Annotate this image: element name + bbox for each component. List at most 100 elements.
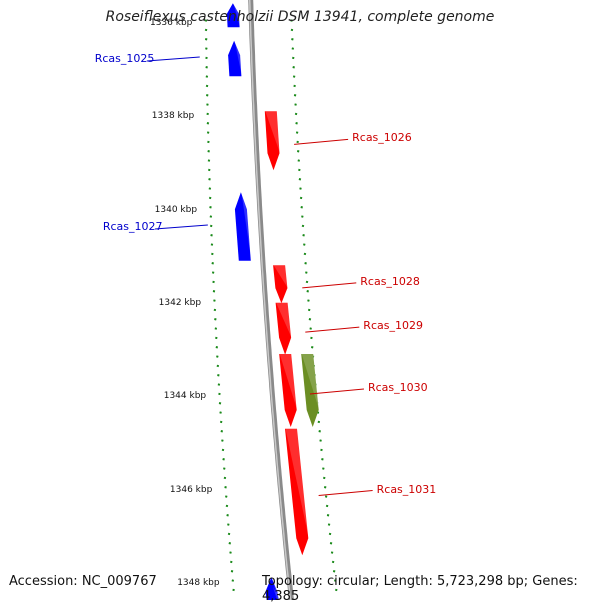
scale-tick-right	[310, 346, 314, 349]
scale-tick-right	[320, 448, 323, 452]
scale-label: 1344 kbp	[163, 391, 207, 402]
scale-tick-right	[299, 196, 303, 200]
scale-tick-left	[209, 224, 213, 228]
gene-label-leader	[305, 326, 360, 333]
scale-tick-right	[306, 290, 309, 293]
scale-tick-right	[305, 280, 309, 284]
gene-label-leader	[309, 388, 365, 395]
gene-arrow-rcas-1031-shade	[285, 428, 309, 539]
scale-tick-right	[293, 84, 296, 88]
scale-tick-left	[230, 570, 234, 573]
gene-arrow-rcas-1029-shade	[276, 302, 292, 338]
scale-tick-left	[205, 56, 208, 60]
scale-tick-right	[300, 206, 303, 209]
scale-tick-left	[218, 402, 222, 405]
scale-tick-left	[227, 532, 231, 536]
scale-tick-left	[211, 252, 214, 256]
gene-label-leader	[318, 490, 373, 496]
scale-tick-right	[292, 75, 296, 78]
scale-tick-right	[290, 28, 294, 32]
scale-tick-left	[227, 523, 230, 526]
gene-label-rcas-1029: Rcas_1029	[363, 319, 423, 333]
gene-arrow-rcas-1030	[279, 354, 297, 427]
scale-tick-left	[218, 392, 221, 396]
gene-arrow-rcas-1025	[228, 40, 242, 77]
scale-tick-right	[301, 215, 304, 218]
gene-arrow-unlabeled-shade	[233, 3, 241, 28]
scale-tick-left	[205, 94, 209, 97]
gene-arrow-rcas-1030-shade	[279, 354, 298, 410]
scale-tick-left	[211, 262, 214, 265]
scale-tick-right	[327, 523, 331, 526]
scale-tick-right	[335, 588, 338, 592]
scale-tick-left	[207, 150, 210, 153]
misc-feature-block-shade	[301, 354, 320, 410]
scale-tick-left	[214, 327, 218, 330]
scale-tick-left	[207, 168, 211, 172]
gene-label-leader	[154, 224, 208, 230]
scale-tick-right	[296, 150, 300, 153]
accession-text: Accession: NC_009767	[9, 574, 157, 589]
scale-tick-right	[303, 252, 307, 256]
gene-arrow-rcas-1028	[273, 265, 288, 304]
scale-tick-right	[298, 178, 302, 181]
scale-tick-right	[332, 570, 336, 573]
scale-tick-right	[333, 579, 337, 582]
scale-tick-left	[206, 103, 209, 106]
scale-label: 1340 kbp	[154, 204, 198, 215]
scale-label: 1336 kbp	[149, 18, 193, 28]
scale-tick-left	[232, 588, 235, 592]
scale-tick-left	[208, 178, 211, 181]
scale-tick-right	[295, 131, 299, 134]
scale-tick-right	[324, 495, 328, 498]
scale-tick-left	[221, 448, 225, 452]
scale-tick-left	[205, 66, 208, 69]
scale-tick-right	[330, 551, 334, 554]
scale-tick-right	[308, 318, 312, 321]
scale-tick-left	[223, 467, 226, 470]
scale-tick-left	[208, 187, 212, 190]
scale-tick-left	[204, 38, 208, 41]
scale-tick-left	[222, 458, 225, 461]
scale-tick-left	[206, 122, 210, 125]
scale-tick-right	[310, 336, 313, 340]
gene-arrow-rcas-1026-shade	[265, 111, 280, 154]
scale-tick-left	[215, 346, 219, 349]
scale-tick-left	[206, 131, 210, 134]
scale-tick-left	[220, 430, 224, 433]
scale-tick-right	[307, 308, 311, 312]
scale-tick-left	[210, 243, 214, 246]
scale-tick-left	[231, 579, 235, 582]
scale-tick-left	[212, 280, 215, 284]
gene-arrow-rcas-1025-shade	[234, 40, 242, 77]
scale-tick-right	[331, 560, 335, 564]
scale-label: 1338 kbp	[151, 111, 195, 122]
scale-tick-left	[216, 364, 220, 368]
scale-tick-left	[205, 84, 209, 88]
scale-tick-left	[229, 551, 232, 554]
scale-tick-left	[212, 290, 216, 293]
scale-tick-right	[301, 224, 305, 228]
gene-arrow-unlabeled	[226, 3, 240, 28]
scale-tick-right	[309, 327, 312, 330]
gene-label-rcas-1026: Rcas_1026	[352, 131, 412, 145]
scale-tick-right	[302, 234, 305, 237]
scale-tick-left	[206, 112, 209, 116]
scale-tick-left	[217, 383, 221, 386]
scale-tick-right	[298, 168, 301, 172]
scale-tick-left	[207, 159, 211, 162]
scale-tick-right	[326, 514, 330, 517]
scale-tick-right	[322, 467, 325, 470]
scale-tick-left	[226, 514, 229, 517]
scale-tick-left	[228, 542, 232, 545]
gene-label-rcas-1031: Rcas_1031	[376, 482, 437, 496]
gene-label-leader	[146, 56, 200, 62]
scale-tick-left	[216, 355, 219, 358]
scale-tick-right	[294, 112, 298, 116]
scale-tick-left	[210, 234, 213, 237]
scale-tick-left	[219, 420, 223, 424]
scale-tick-left	[225, 504, 229, 508]
scale-tick-right	[297, 159, 301, 162]
